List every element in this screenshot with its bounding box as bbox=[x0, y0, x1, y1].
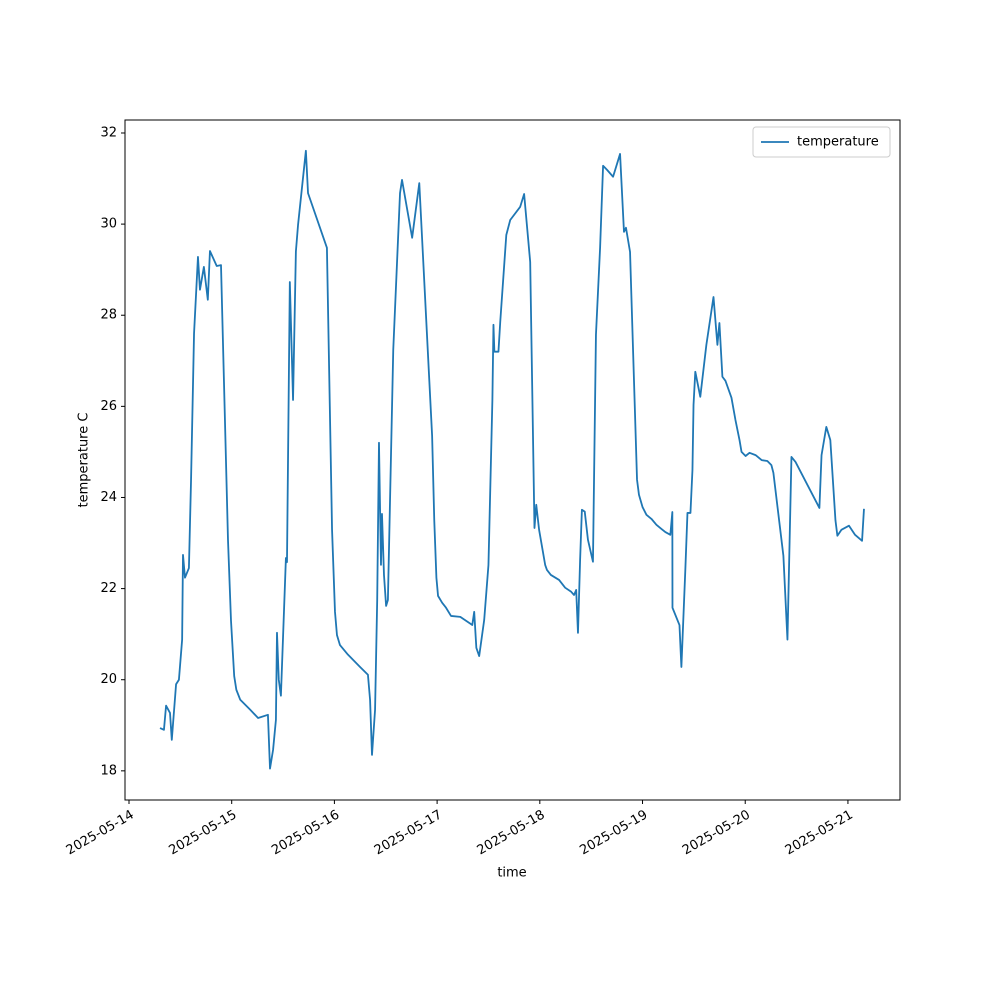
data-line bbox=[159, 149, 865, 770]
y-tick-label: 22 bbox=[100, 581, 117, 596]
legend-box bbox=[752, 126, 891, 158]
y-axis-label: temperature C bbox=[77, 413, 92, 508]
y-tick-label: 20 bbox=[100, 672, 117, 687]
x-axis-label: time bbox=[497, 866, 526, 881]
legend-label: temperature bbox=[797, 135, 879, 150]
y-tick-label: 18 bbox=[100, 763, 117, 778]
y-tick-label: 30 bbox=[100, 217, 117, 232]
plot-frame bbox=[124, 119, 901, 801]
y-tick-label: 28 bbox=[100, 308, 117, 323]
y-tick-label: 32 bbox=[100, 125, 117, 140]
y-tick-label: 26 bbox=[100, 399, 117, 414]
y-tick-label: 24 bbox=[100, 490, 117, 505]
legend: temperature bbox=[752, 126, 891, 158]
